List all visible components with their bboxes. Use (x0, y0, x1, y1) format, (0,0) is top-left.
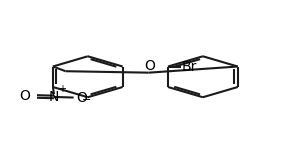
Text: O: O (144, 59, 155, 73)
Text: −: − (82, 95, 92, 105)
Text: Br: Br (181, 60, 197, 74)
Text: O: O (76, 91, 87, 105)
Text: O: O (20, 89, 31, 103)
Text: N: N (49, 90, 59, 104)
Text: +: + (58, 84, 66, 94)
